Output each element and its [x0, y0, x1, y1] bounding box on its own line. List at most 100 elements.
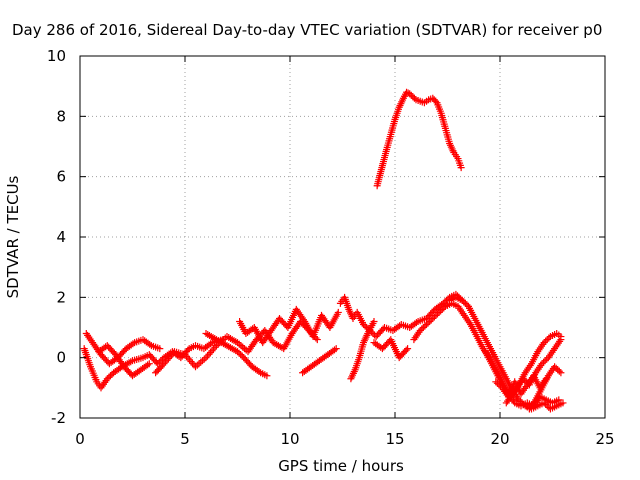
data-point — [263, 372, 271, 380]
data-point — [183, 352, 190, 360]
data-point — [432, 97, 440, 105]
data-point — [207, 340, 215, 348]
data-point — [559, 399, 567, 407]
data-point — [181, 351, 189, 359]
y-tick-label: -2 — [51, 409, 66, 427]
series-arc-h — [336, 290, 466, 341]
data-point — [168, 351, 175, 359]
data-point — [540, 399, 548, 407]
data-point — [406, 90, 414, 98]
data-point — [516, 397, 524, 405]
series-arc-j — [370, 336, 412, 362]
data-point — [331, 346, 339, 354]
data-point — [361, 322, 369, 330]
data-point — [440, 304, 448, 312]
data-point — [461, 299, 469, 307]
data-point — [458, 296, 466, 304]
data-point — [334, 308, 342, 316]
data-point — [237, 351, 245, 359]
data-point — [410, 94, 418, 102]
data-point — [438, 305, 446, 313]
data-point — [202, 354, 210, 362]
data-point — [493, 379, 501, 387]
data-point — [518, 399, 526, 407]
data-point — [332, 345, 340, 353]
data-point — [155, 358, 163, 366]
data-point — [437, 307, 445, 315]
data-point — [204, 352, 211, 360]
data-point — [129, 340, 137, 348]
data-point — [403, 88, 411, 96]
data-point — [162, 358, 169, 366]
series-arc-f — [236, 305, 342, 347]
data-point — [434, 310, 442, 318]
data-point — [416, 327, 424, 335]
data-point — [552, 364, 560, 372]
data-point — [520, 400, 528, 408]
data-point — [554, 366, 562, 374]
y-axis: -2 0 2 4 6 8 10 — [47, 47, 605, 427]
data-point — [409, 93, 417, 101]
data-point — [300, 316, 307, 324]
data-point — [545, 334, 553, 342]
data-point — [404, 345, 412, 353]
data-point — [144, 361, 152, 369]
data-point — [557, 333, 565, 341]
x-axis-label: GPS time / hours — [278, 457, 404, 475]
data-point — [205, 350, 213, 358]
data-point — [189, 359, 196, 367]
data-point — [435, 308, 443, 316]
data-point — [541, 357, 549, 365]
y-tick-label: 10 — [47, 47, 66, 65]
data-point — [460, 298, 468, 306]
series-arc-e — [202, 330, 271, 380]
data-point — [238, 352, 246, 360]
data-point — [423, 320, 430, 328]
data-point — [542, 375, 550, 383]
data-point — [429, 314, 437, 322]
data-point — [235, 349, 243, 357]
y-tick-label: 8 — [56, 107, 66, 125]
data-point — [370, 317, 378, 325]
data-point — [407, 91, 415, 99]
data-point — [166, 353, 174, 361]
series-arc-b — [82, 330, 164, 368]
data-point — [360, 320, 367, 328]
data-point — [146, 340, 154, 348]
x-tick-label: 10 — [280, 430, 299, 448]
data-markers — [80, 88, 567, 413]
data-point — [551, 363, 559, 371]
data-point — [103, 375, 111, 383]
y-tick-label: 2 — [56, 288, 66, 306]
data-point — [412, 319, 420, 327]
x-tick-label: 5 — [180, 430, 190, 448]
data-point — [187, 358, 195, 366]
data-point — [515, 396, 523, 404]
data-point — [419, 324, 427, 331]
series-arc-q — [373, 88, 465, 190]
series-arc-i — [347, 317, 378, 383]
data-point — [184, 354, 192, 362]
data-point — [186, 356, 193, 364]
data-point — [457, 164, 465, 172]
series-arc-c — [95, 342, 153, 380]
data-point — [538, 360, 546, 368]
data-point — [555, 367, 563, 375]
data-point — [540, 358, 548, 366]
data-point — [543, 336, 551, 344]
data-point — [154, 360, 162, 368]
data-point — [105, 373, 113, 381]
data-point — [540, 339, 548, 347]
data-point — [432, 311, 440, 319]
y-tick-label: 0 — [56, 349, 66, 367]
data-point — [211, 343, 219, 351]
data-point — [430, 313, 438, 321]
data-point — [165, 355, 172, 363]
data-point — [160, 360, 168, 368]
data-point — [426, 317, 434, 325]
x-tick-label: 15 — [385, 430, 404, 448]
data-point — [542, 400, 550, 408]
y-tick-label: 6 — [56, 168, 66, 186]
data-point — [495, 381, 503, 389]
series-arc-p — [492, 372, 550, 401]
